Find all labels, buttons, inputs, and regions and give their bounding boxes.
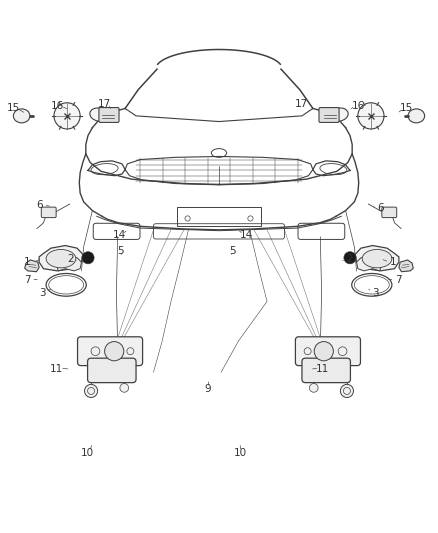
Text: 2: 2 bbox=[67, 254, 74, 264]
Polygon shape bbox=[57, 257, 81, 271]
Circle shape bbox=[314, 342, 333, 361]
Text: 16: 16 bbox=[51, 101, 64, 111]
Polygon shape bbox=[25, 260, 39, 272]
Polygon shape bbox=[399, 260, 413, 272]
Text: 1: 1 bbox=[24, 257, 30, 267]
Text: 15: 15 bbox=[400, 103, 413, 114]
Text: 10: 10 bbox=[233, 448, 247, 458]
Text: 2: 2 bbox=[346, 254, 353, 264]
Text: 5: 5 bbox=[117, 246, 124, 256]
Ellipse shape bbox=[13, 109, 30, 123]
Circle shape bbox=[85, 384, 98, 398]
FancyBboxPatch shape bbox=[88, 358, 136, 383]
FancyBboxPatch shape bbox=[302, 358, 350, 383]
Text: 3: 3 bbox=[372, 288, 378, 298]
Ellipse shape bbox=[408, 109, 425, 123]
Text: 11: 11 bbox=[50, 364, 63, 374]
Text: 14: 14 bbox=[240, 230, 253, 240]
FancyBboxPatch shape bbox=[41, 207, 56, 217]
Text: 10: 10 bbox=[81, 448, 94, 458]
Ellipse shape bbox=[46, 249, 76, 268]
Text: 17: 17 bbox=[294, 99, 308, 109]
FancyBboxPatch shape bbox=[382, 207, 397, 217]
Text: 1: 1 bbox=[389, 257, 396, 267]
Circle shape bbox=[82, 252, 94, 264]
FancyBboxPatch shape bbox=[78, 337, 143, 366]
Text: 11: 11 bbox=[316, 364, 329, 374]
Polygon shape bbox=[39, 246, 83, 271]
Text: 7: 7 bbox=[395, 276, 401, 286]
Text: 7: 7 bbox=[25, 276, 31, 286]
Text: 6: 6 bbox=[37, 200, 43, 211]
Circle shape bbox=[358, 103, 384, 129]
Text: 6: 6 bbox=[377, 203, 384, 213]
Circle shape bbox=[105, 342, 124, 361]
Circle shape bbox=[344, 252, 356, 264]
Polygon shape bbox=[357, 257, 381, 271]
Text: 16: 16 bbox=[352, 101, 365, 111]
Text: 14: 14 bbox=[113, 230, 126, 240]
FancyBboxPatch shape bbox=[295, 337, 360, 366]
Circle shape bbox=[340, 384, 353, 398]
Circle shape bbox=[309, 384, 318, 392]
Text: 15: 15 bbox=[7, 103, 21, 114]
Polygon shape bbox=[355, 246, 399, 271]
Text: 5: 5 bbox=[229, 246, 235, 256]
FancyBboxPatch shape bbox=[99, 108, 119, 123]
Ellipse shape bbox=[362, 249, 392, 268]
Circle shape bbox=[54, 103, 80, 129]
Text: 9: 9 bbox=[205, 384, 211, 394]
Text: 17: 17 bbox=[98, 99, 111, 109]
FancyBboxPatch shape bbox=[319, 108, 339, 123]
Text: 3: 3 bbox=[39, 288, 46, 298]
Circle shape bbox=[120, 384, 129, 392]
Ellipse shape bbox=[90, 108, 108, 121]
Ellipse shape bbox=[330, 108, 348, 121]
